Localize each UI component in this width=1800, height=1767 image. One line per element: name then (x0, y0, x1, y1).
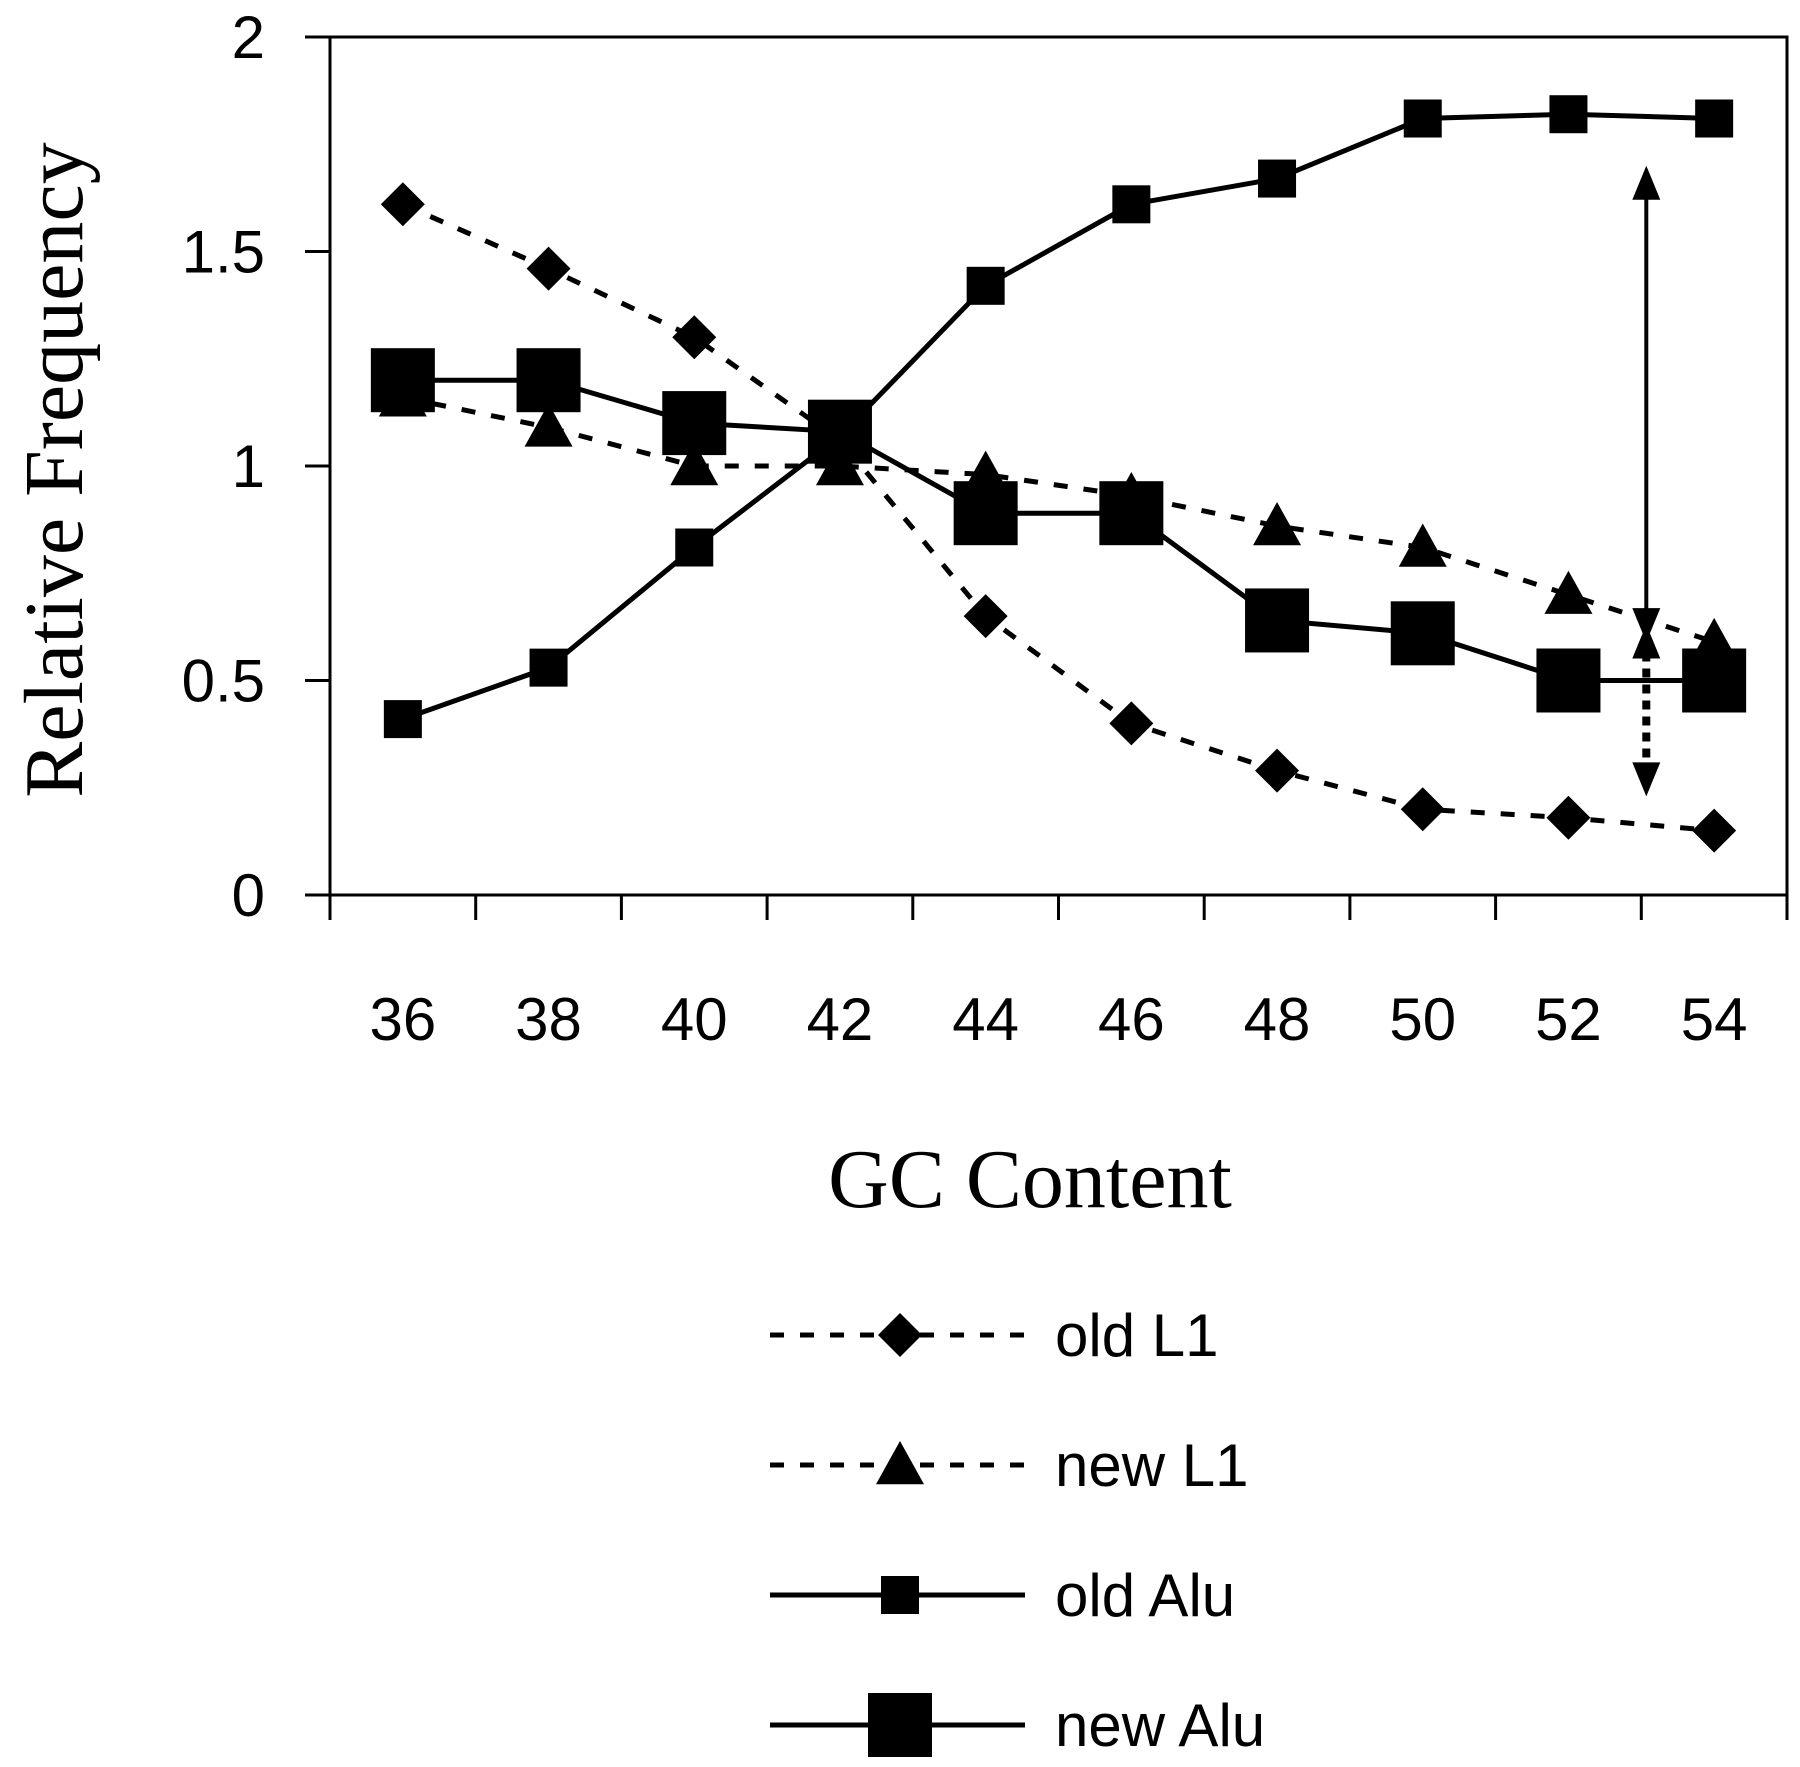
legend-label: new Alu (1055, 1692, 1265, 1759)
legend-label: old Alu (1055, 1562, 1235, 1629)
legend-label: old L1 (1055, 1302, 1218, 1369)
data-point (524, 403, 573, 447)
x-tick-label: 42 (807, 986, 874, 1053)
data-point (370, 348, 435, 413)
series-line (402, 394, 1715, 645)
x-tick-label: 48 (1244, 986, 1311, 1053)
data-point (1544, 570, 1593, 614)
x-tick-label: 46 (1098, 986, 1165, 1053)
y-axis-title: Relative Frequency (8, 142, 101, 797)
y-tick-label: 1.5 (182, 219, 265, 286)
data-point (1403, 99, 1442, 138)
y-tick-label: 0 (232, 862, 265, 929)
legend-marker (868, 1693, 932, 1757)
data-point (1536, 648, 1601, 713)
data-point (1549, 95, 1588, 134)
legend-marker (876, 1441, 924, 1485)
data-point (1695, 99, 1734, 138)
series-line (401, 202, 1715, 834)
data-point (807, 399, 872, 464)
series-new-l1 (378, 373, 1739, 662)
data-point (963, 594, 1008, 639)
data-point (383, 700, 422, 739)
series-old-l1 (380, 182, 1737, 853)
x-axis-title: GC Content (828, 1133, 1232, 1226)
data-point (1398, 523, 1447, 567)
data-point (953, 481, 1018, 546)
plot-frame (328, 35, 1789, 897)
data-point (1682, 648, 1747, 713)
data-point (672, 315, 717, 360)
data-point (1390, 601, 1455, 666)
data-point (1258, 159, 1297, 198)
annotation-double-arrow-solid (1632, 165, 1661, 647)
y-tick-label: 2 (232, 4, 265, 71)
x-tick-label: 54 (1681, 986, 1748, 1053)
data-point (1112, 185, 1151, 224)
data-point (1099, 481, 1164, 546)
legend-marker (881, 1576, 919, 1614)
data-point (1245, 588, 1310, 653)
x-tick-label: 40 (661, 986, 728, 1053)
legend-marker (878, 1313, 922, 1357)
series-old-alu (383, 95, 1734, 739)
data-point (675, 528, 714, 567)
legend-label: new L1 (1055, 1432, 1248, 1499)
data-point (670, 442, 719, 486)
data-point (662, 391, 727, 456)
data-point (1253, 502, 1302, 546)
data-point (526, 246, 571, 291)
data-point (1255, 748, 1300, 793)
arrow-head (1632, 624, 1661, 659)
arrow-head (1632, 762, 1661, 797)
arrow-head (1632, 165, 1661, 200)
legend-item-new-alu: new Alu (770, 1692, 1265, 1759)
x-tick-label: 50 (1389, 986, 1456, 1053)
data-point (380, 182, 425, 227)
y-tick-label: 0.5 (182, 648, 265, 715)
legend-item-new-l1: new L1 (770, 1432, 1248, 1499)
x-tick-label: 36 (369, 986, 436, 1053)
legend-item-old-alu: old Alu (770, 1562, 1235, 1629)
data-point (966, 266, 1005, 305)
series-line (402, 111, 1715, 722)
legend-item-old-l1: old L1 (770, 1302, 1218, 1369)
x-tick-label: 52 (1535, 986, 1602, 1053)
x-tick-label: 44 (952, 986, 1019, 1053)
data-point (516, 348, 581, 413)
data-point (1400, 787, 1445, 832)
data-point (1109, 701, 1154, 746)
data-point (1546, 795, 1591, 840)
annotation-double-arrow-dotted (1632, 620, 1661, 797)
series-line (402, 377, 1715, 683)
series-new-alu (370, 348, 1747, 713)
data-point (1692, 808, 1737, 853)
x-tick-label: 38 (515, 986, 582, 1053)
y-tick-label: 1 (232, 433, 265, 500)
data-point (529, 648, 568, 687)
